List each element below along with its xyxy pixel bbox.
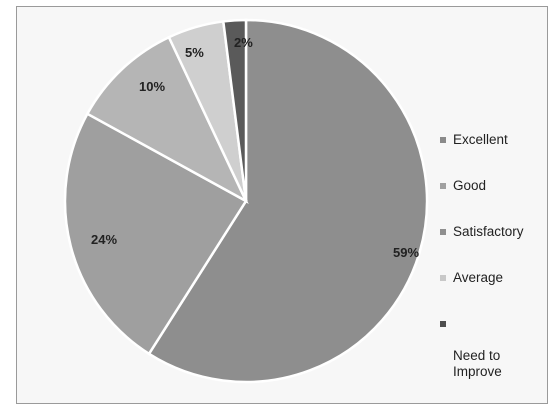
- data-label-average: 5%: [185, 45, 204, 60]
- data-label-satisfactory: 10%: [139, 79, 165, 94]
- legend-item-satisfactory: Satisfactory: [440, 224, 540, 240]
- legend-item-need-to-improve: Need to Improve: [440, 316, 540, 380]
- legend-swatch-excellent: [440, 137, 446, 143]
- legend-label-need-to-improve: Need to Improve: [453, 348, 502, 379]
- legend-label-satisfactory: Satisfactory: [453, 224, 524, 239]
- legend-label-average: Average: [453, 270, 504, 285]
- legend-item-good: Good: [440, 178, 540, 194]
- pie-slice-excellent: [147, 18, 429, 384]
- legend-label-good: Good: [453, 178, 487, 193]
- legend-swatch-average: [440, 275, 446, 281]
- legend-swatch-satisfactory: [440, 229, 446, 235]
- legend-item-average: Average: [440, 270, 540, 286]
- legend-item-excellent: Excellent: [440, 132, 540, 148]
- pie-slice-need-to-improve: [221, 18, 248, 202]
- pie-slice-satisfactory: [85, 35, 249, 204]
- chart-legend: Excellent Good Satisfactory Average Need…: [440, 132, 540, 380]
- pie-slice-good: [63, 112, 248, 356]
- legend-swatch-need-to-improve: [440, 321, 446, 327]
- legend-swatch-good: [440, 183, 446, 189]
- data-label-good: 24%: [91, 232, 117, 247]
- data-label-need-to-improve: 2%: [234, 35, 253, 50]
- legend-label-excellent: Excellent: [453, 132, 508, 147]
- data-label-excellent: 59%: [393, 245, 419, 260]
